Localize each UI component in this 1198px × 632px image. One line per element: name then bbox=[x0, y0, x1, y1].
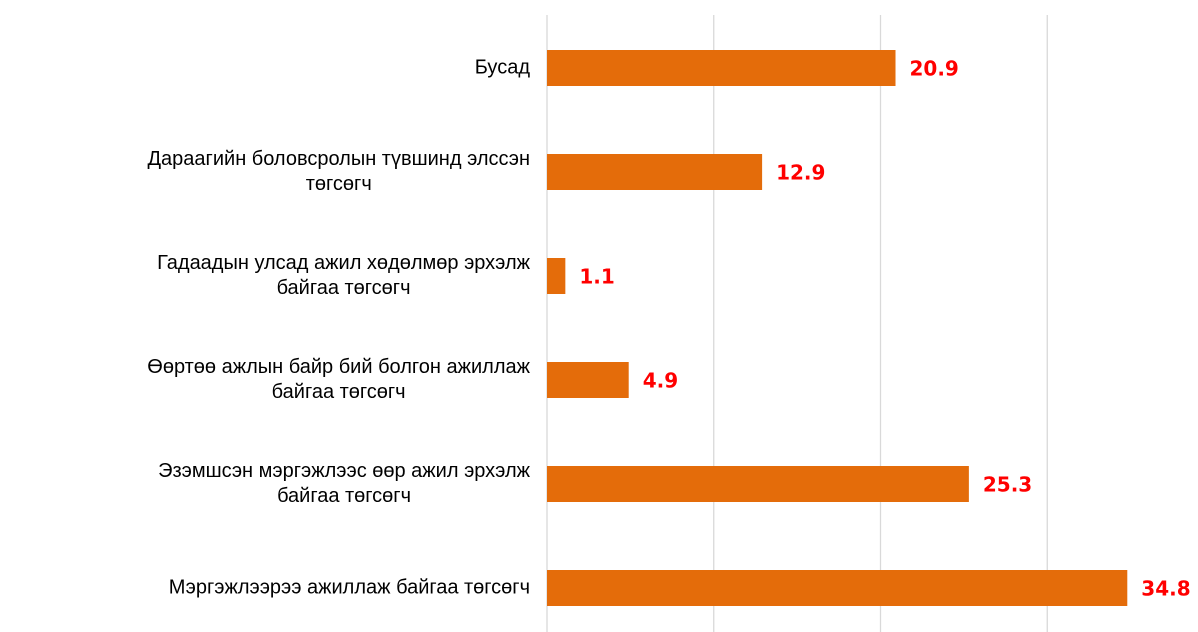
value-label: 34.8 bbox=[1141, 577, 1190, 601]
bar bbox=[547, 154, 763, 190]
category-label: Дараагийн боловсролын түвшинд элссэн төг… bbox=[147, 148, 530, 195]
bar bbox=[547, 258, 566, 294]
category-label: Эзэмшсэн мэргэжлээс өөр ажил эрхэлж байг… bbox=[158, 460, 530, 507]
category-label: Бусад bbox=[474, 56, 530, 79]
category-label: Өөртөө ажлын байр бий болгон ажиллаж бай… bbox=[147, 356, 530, 403]
bar bbox=[547, 570, 1128, 606]
value-label: 20.9 bbox=[910, 57, 959, 81]
bar bbox=[547, 50, 896, 86]
value-label: 25.3 bbox=[983, 473, 1032, 497]
value-label: 1.1 bbox=[579, 265, 614, 289]
category-label: Гадаадын улсад ажил хөдөлмөр эрхэлж байг… bbox=[157, 252, 530, 299]
value-label: 4.9 bbox=[643, 369, 678, 393]
category-label: Мэргэжлээрээ ажиллаж байгаа төгсөгч bbox=[168, 576, 530, 599]
bar bbox=[547, 466, 969, 502]
value-label: 12.9 bbox=[776, 161, 825, 185]
bar bbox=[547, 362, 629, 398]
